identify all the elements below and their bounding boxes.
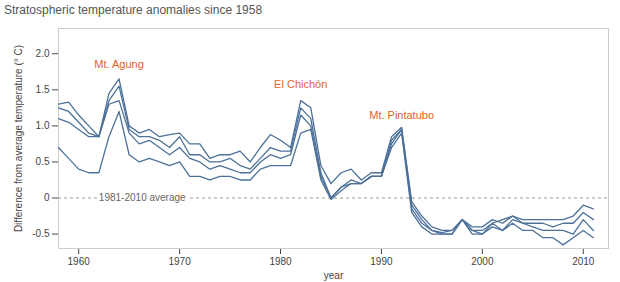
svg-text:1981-2010 average: 1981-2010 average: [99, 192, 186, 203]
svg-text:0.5: 0.5: [36, 156, 50, 167]
svg-text:1960: 1960: [68, 256, 91, 267]
svg-text:Difference from average temper: Difference from average temperature (° C…: [13, 45, 24, 232]
svg-text:1970: 1970: [168, 256, 191, 267]
svg-text:2010: 2010: [572, 256, 595, 267]
svg-text:1990: 1990: [370, 256, 393, 267]
svg-text:0: 0: [44, 192, 50, 203]
svg-text:-0.5: -0.5: [32, 228, 50, 239]
svg-text:El Chichón: El Chichón: [274, 78, 327, 90]
svg-text:year: year: [324, 270, 344, 281]
svg-text:2.0: 2.0: [36, 48, 50, 59]
svg-text:2000: 2000: [471, 256, 494, 267]
svg-text:1.0: 1.0: [36, 120, 50, 131]
html-text:Stratospheric temperature anom: Stratospheric temperature anomalies sinc…: [4, 3, 263, 17]
svg-text:Mt. Agung: Mt. Agung: [94, 58, 144, 70]
svg-text:Mt. Pintatubo: Mt. Pintatubo: [369, 109, 434, 121]
svg-text:1.5: 1.5: [36, 84, 50, 95]
svg-text:1980: 1980: [269, 256, 292, 267]
